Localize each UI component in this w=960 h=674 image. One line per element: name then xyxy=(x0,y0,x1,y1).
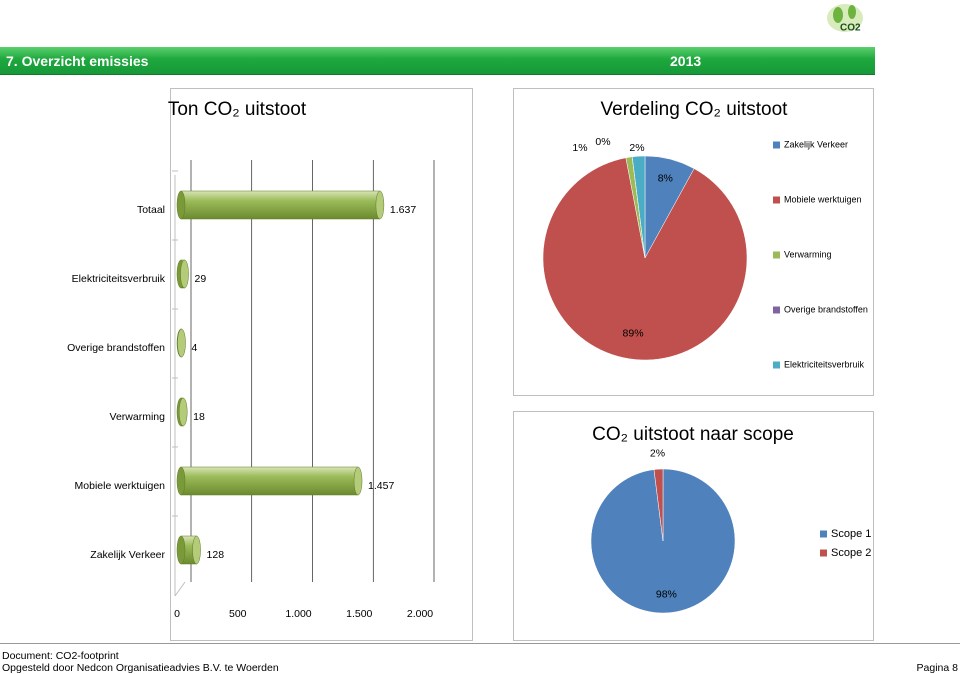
logo: CO2 xyxy=(827,4,863,34)
y-tick-label: Totaal xyxy=(137,204,165,216)
axis xyxy=(174,581,186,597)
legend-swatch xyxy=(820,549,827,557)
legend-swatch xyxy=(773,196,780,204)
data-label: 2% xyxy=(629,142,644,154)
data-label: 2% xyxy=(650,447,665,459)
data-label: 98% xyxy=(656,589,677,601)
footer-author: Opgesteld door Nedcon Organisatieadvies … xyxy=(2,662,279,674)
chart-title: Verdeling CO₂ uitstoot xyxy=(601,99,789,120)
x-tick-label: 1.000 xyxy=(285,608,311,620)
data-label: 0% xyxy=(595,136,610,148)
header-title: 7. Overzicht emissies xyxy=(6,53,149,69)
x-tick-label: 0 xyxy=(174,608,180,620)
legend-label: Scope 2 xyxy=(831,547,871,559)
legend-label: Zakelijk Verkeer xyxy=(784,139,848,149)
pie-slice xyxy=(653,468,664,542)
data-label: 128 xyxy=(207,549,225,561)
legend-label: Scope 1 xyxy=(831,528,871,540)
legend-label: Mobiele werktuigen xyxy=(784,194,862,204)
bar xyxy=(180,190,381,220)
y-tick-label: Zakelijk Verkeer xyxy=(90,549,165,561)
y-tick-label: Elektriciteitsverbruik xyxy=(72,273,166,285)
footer-document: Document: CO2-footprint xyxy=(2,650,119,662)
legend-label: Overige brandstoffen xyxy=(784,304,868,314)
x-tick-label: 500 xyxy=(229,608,247,620)
y-tick-label: Verwarming xyxy=(110,411,166,423)
data-label: 4 xyxy=(191,342,197,354)
data-label: 89% xyxy=(623,327,644,339)
bar-cap xyxy=(176,535,186,565)
x-tick-label: 1.500 xyxy=(346,608,372,620)
chart-title: CO₂ uitstoot naar scope xyxy=(592,424,794,445)
data-label: 29 xyxy=(195,273,207,285)
panel xyxy=(170,88,473,641)
bar-cap xyxy=(353,466,363,496)
legend-swatch xyxy=(773,141,780,149)
x-tick-label: 2.000 xyxy=(407,608,433,620)
pie-slice xyxy=(631,155,646,259)
legend-label: Verwarming xyxy=(784,249,832,259)
y-tick-label: Mobiele werktuigen xyxy=(75,480,166,492)
footer-page: Pagina 8 xyxy=(916,662,958,674)
bar-cap xyxy=(176,466,186,496)
legend-swatch xyxy=(773,306,780,314)
legend-swatch xyxy=(820,530,827,538)
data-label: 1.457 xyxy=(368,480,394,492)
bar-cap xyxy=(180,259,189,289)
chart-title: Ton CO₂ uitstoot xyxy=(168,99,307,120)
bar-cap xyxy=(178,397,188,427)
data-label: 8% xyxy=(658,173,673,185)
header-bar: 7. Overzicht emissies 2013 xyxy=(0,47,875,75)
bar-cap xyxy=(176,190,186,220)
legend-swatch xyxy=(773,251,780,259)
bar-cap xyxy=(375,190,385,220)
logo-text: CO2 xyxy=(840,23,861,34)
bar-cap xyxy=(192,535,201,565)
legend-swatch xyxy=(773,361,780,369)
legend-label: Elektriciteitsverbruik xyxy=(784,359,865,369)
data-label: 1.637 xyxy=(390,204,416,216)
data-label: 1% xyxy=(572,142,587,154)
y-tick-label: Overige brandstoffen xyxy=(67,342,165,354)
header-year: 2013 xyxy=(670,53,702,69)
pie-slice xyxy=(542,157,748,361)
bar-cap xyxy=(177,328,186,358)
bar xyxy=(180,466,359,496)
data-label: 18 xyxy=(193,411,205,423)
